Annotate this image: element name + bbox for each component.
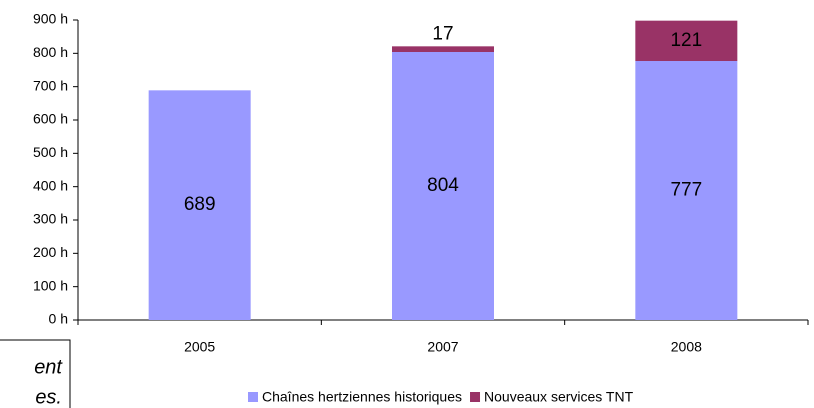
data-label: 121 [670,30,702,51]
bar-segment [148,90,251,320]
y-tick-label: 600 h [33,111,68,127]
x-tick-label: 2008 [671,339,702,355]
note-box [0,339,71,408]
y-tick-label: 200 h [33,244,68,260]
y-tick-label: 400 h [33,177,68,193]
x-tick-label: 2007 [427,339,458,355]
legend-label: Nouveaux services TNT [484,389,634,405]
bar-segment [392,46,494,52]
data-label: 804 [427,175,459,196]
bar-segment [635,20,738,62]
y-tick-label: 800 h [33,44,68,60]
legend-label: Chaînes hertziennes historiques [262,389,462,405]
y-tick-label: 100 h [33,277,68,293]
data-label: 689 [184,194,216,215]
legend-swatch [248,392,258,402]
legend-swatch [470,392,481,402]
data-label: 17 [432,23,453,44]
y-tick-label: 500 h [33,144,68,160]
y-tick-label: 700 h [33,77,68,93]
note-text: ent [34,356,63,378]
y-tick-label: 900 h [33,11,68,27]
y-tick-label: 0 h [49,311,68,327]
data-label: 777 [670,180,702,201]
note-text: es. [35,386,62,408]
y-tick-label: 300 h [33,211,68,227]
bar-segment [635,61,738,320]
bar-segment [392,52,494,320]
x-tick-label: 2005 [184,339,215,355]
